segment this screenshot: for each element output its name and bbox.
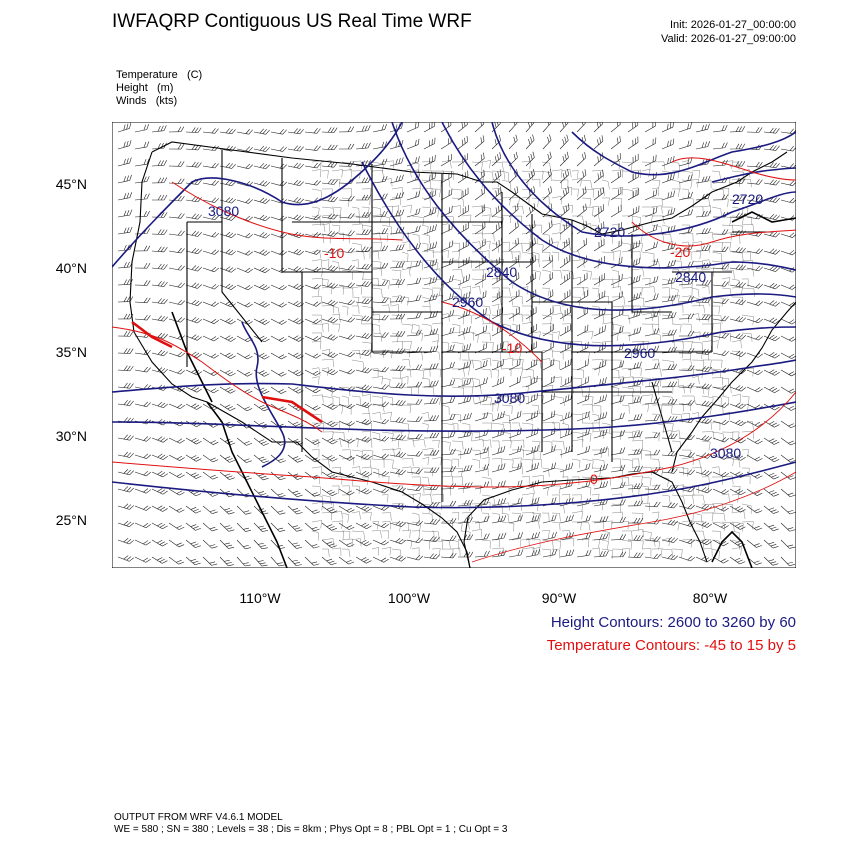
temperature-label: -20 <box>670 244 690 260</box>
lat-label: 25°N <box>55 512 87 528</box>
lon-label: 80°W <box>692 590 728 606</box>
height-label: 2960 <box>624 345 655 361</box>
lon-label: 110°W <box>239 590 281 606</box>
field-winds: Winds (kts) <box>116 95 177 107</box>
height-label: 2720 <box>594 224 625 240</box>
field-unit: (C) <box>186 69 203 81</box>
plot-title: IWFAQRP Contiguous US Real Time WRF <box>112 11 472 32</box>
height-label: 3080 <box>710 445 741 461</box>
state-borders <box>129 141 796 568</box>
lat-label: 35°N <box>55 344 87 360</box>
height-label: 2960 <box>452 294 483 310</box>
temperature-label: -10 <box>502 340 522 356</box>
temperature-contours <box>112 157 796 563</box>
model-info: OUTPUT FROM WRF V4.6.1 MODEL <box>114 812 283 823</box>
field-name: Height <box>116 82 148 94</box>
field-height: Height (m) <box>116 82 173 94</box>
height-contour-legend: Height Contours: 2600 to 3260 by 60 <box>550 614 796 631</box>
height-contours <box>112 122 796 509</box>
temperature-label: -10 <box>324 245 344 261</box>
lon-label: 90°W <box>541 590 577 606</box>
temperature-labels: -10 -10 -20 0 <box>324 244 690 487</box>
lat-label: 40°N <box>55 260 87 276</box>
height-label: 2720 <box>732 191 763 207</box>
field-temperature: Temperature (C) <box>116 69 202 81</box>
height-label: 3080 <box>494 390 525 406</box>
temperature-label: 0 <box>590 471 598 487</box>
coastline-extra <box>171 211 796 568</box>
lat-label: 45°N <box>55 176 87 192</box>
wind-barbs <box>117 122 796 567</box>
height-labels: 3080 2720 2840 2960 3080 2720 2840 2960 … <box>208 191 763 461</box>
field-name: Winds <box>116 95 147 107</box>
init-time: Init: 2026-01-27_00:00:00 <box>670 19 796 31</box>
height-label: 3080 <box>208 203 239 219</box>
height-label: 2840 <box>486 264 517 280</box>
field-unit: (m) <box>156 82 174 94</box>
field-name: Temperature <box>116 69 178 81</box>
height-label: 2840 <box>675 269 706 285</box>
temperature-contour-legend: Temperature Contours: -45 to 15 by 5 <box>546 637 796 654</box>
lat-label: 30°N <box>55 428 87 444</box>
valid-time: Valid: 2026-01-27_09:00:00 <box>661 33 796 45</box>
model-settings: WE = 580 ; SN = 380 ; Levels = 38 ; Dis … <box>114 824 508 835</box>
field-unit: (kts) <box>155 95 178 107</box>
weather-map[interactable]: 3080 2720 2840 2960 3080 2720 2840 2960 … <box>112 122 796 568</box>
lon-label: 100°W <box>387 590 431 606</box>
